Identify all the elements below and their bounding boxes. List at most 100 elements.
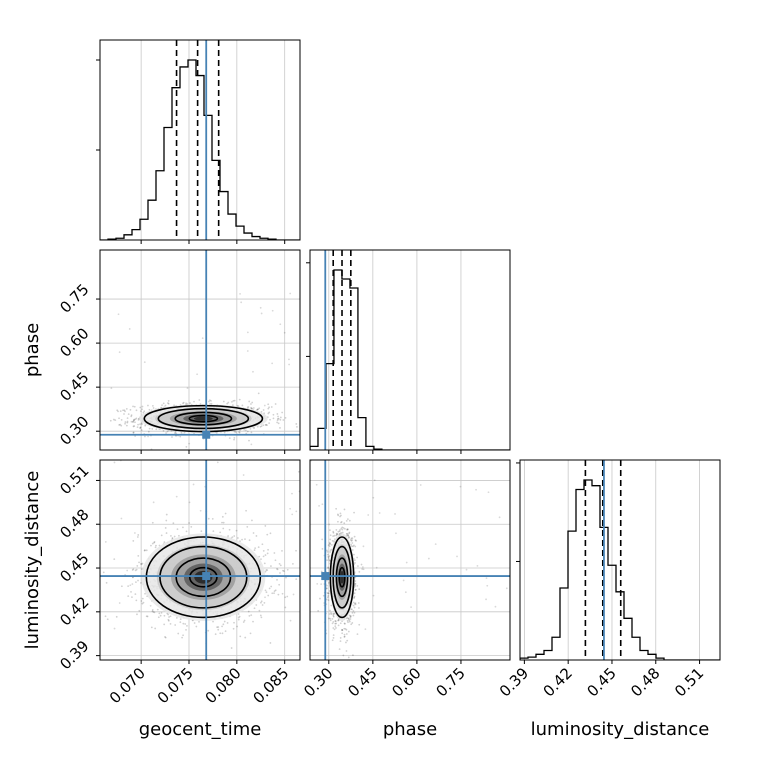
sample-point bbox=[258, 555, 261, 558]
sample-point bbox=[242, 621, 245, 623]
sample-point bbox=[322, 594, 325, 597]
sample-point bbox=[346, 639, 349, 642]
sample-point bbox=[345, 633, 348, 635]
sample-point bbox=[141, 423, 143, 426]
sample-point bbox=[198, 399, 201, 401]
sample-point bbox=[354, 585, 356, 588]
sample-point bbox=[179, 621, 182, 624]
sample-point bbox=[295, 578, 298, 581]
sample-point bbox=[343, 508, 346, 511]
sample-point bbox=[246, 526, 249, 528]
sample-point bbox=[249, 632, 252, 635]
sample-point bbox=[243, 619, 246, 622]
sample-point bbox=[337, 520, 339, 523]
sample-point bbox=[252, 407, 255, 409]
sample-point bbox=[125, 424, 128, 427]
sample-point bbox=[248, 539, 251, 542]
sample-point bbox=[210, 400, 212, 402]
sample-point bbox=[283, 570, 285, 573]
x-tick-label: 0.075 bbox=[154, 664, 197, 707]
sample-point bbox=[334, 620, 337, 623]
sample-point bbox=[254, 547, 257, 549]
sample-point bbox=[133, 532, 136, 534]
sample-point bbox=[199, 509, 202, 512]
sample-point bbox=[278, 583, 281, 586]
sample-point bbox=[350, 545, 353, 547]
sample-point bbox=[327, 544, 330, 547]
sample-point bbox=[279, 418, 282, 421]
sample-point bbox=[221, 515, 224, 518]
sample-point bbox=[104, 541, 107, 543]
sample-point bbox=[139, 406, 142, 409]
sample-point bbox=[131, 421, 134, 423]
sample-point bbox=[133, 425, 136, 427]
sample-point bbox=[105, 581, 108, 584]
sample-point bbox=[132, 419, 135, 422]
sample-point bbox=[127, 595, 130, 598]
sample-point bbox=[256, 408, 259, 411]
sample-point bbox=[230, 647, 233, 649]
sample-point bbox=[167, 613, 170, 616]
panel-frame bbox=[309, 249, 511, 451]
sample-point bbox=[283, 331, 286, 334]
sample-point bbox=[282, 569, 284, 572]
sample-point bbox=[331, 639, 334, 642]
sample-point bbox=[141, 562, 144, 565]
sample-point bbox=[244, 636, 247, 639]
panel-geocent_time-luminosity_distance: 0.39 0.42 0.45 0.48 0.51 0.070 0.075 0.080 0.085 bbox=[56, 459, 301, 707]
sample-point bbox=[127, 413, 130, 416]
sample-point bbox=[272, 417, 275, 420]
sample-point bbox=[316, 582, 319, 585]
sample-point bbox=[182, 402, 184, 405]
sample-point bbox=[141, 597, 144, 600]
sample-point bbox=[346, 532, 349, 535]
sample-point bbox=[138, 609, 141, 612]
panel-content bbox=[310, 250, 510, 450]
sample-point bbox=[143, 361, 146, 364]
sample-point bbox=[288, 358, 290, 361]
sample-point bbox=[347, 630, 350, 633]
sample-point bbox=[345, 641, 347, 644]
sample-point bbox=[150, 626, 153, 629]
sample-point bbox=[172, 522, 175, 525]
sample-point bbox=[115, 615, 118, 618]
sample-point bbox=[357, 565, 359, 567]
sample-point bbox=[330, 604, 333, 607]
sample-point bbox=[325, 584, 328, 587]
sample-point bbox=[140, 600, 143, 602]
sample-point bbox=[278, 563, 281, 565]
x-tick-label: 0.30 bbox=[300, 664, 336, 700]
sample-point bbox=[332, 612, 335, 615]
sample-point bbox=[317, 609, 320, 612]
sample-point bbox=[253, 427, 256, 429]
sample-point bbox=[118, 424, 121, 426]
sample-point bbox=[247, 610, 250, 613]
sample-point bbox=[246, 331, 249, 334]
y-tick-label: 0.51 bbox=[56, 462, 92, 498]
sample-point bbox=[178, 534, 180, 537]
contour-line bbox=[188, 566, 218, 588]
x-tick-label: 0.45 bbox=[344, 664, 380, 700]
panel-geocent_time-phase: 0.30 0.45 0.60 0.75 bbox=[56, 249, 301, 454]
sample-point bbox=[155, 544, 157, 547]
sample-point bbox=[237, 616, 240, 619]
sample-point bbox=[149, 604, 152, 607]
sample-point bbox=[124, 422, 126, 425]
sample-point bbox=[347, 618, 350, 620]
sample-point bbox=[329, 609, 331, 612]
sample-point bbox=[119, 423, 122, 426]
sample-point bbox=[269, 532, 272, 535]
sample-point bbox=[335, 627, 337, 629]
sample-point bbox=[146, 615, 149, 618]
sample-point bbox=[320, 570, 323, 573]
sample-point bbox=[165, 532, 168, 534]
sample-point bbox=[244, 538, 246, 540]
sample-point bbox=[327, 592, 330, 595]
sample-point bbox=[267, 407, 270, 410]
sample-point bbox=[269, 642, 272, 644]
sample-point bbox=[174, 431, 177, 433]
sample-point bbox=[351, 611, 354, 614]
sample-point bbox=[144, 424, 147, 427]
sample-point bbox=[353, 535, 356, 538]
sample-point bbox=[354, 545, 357, 548]
